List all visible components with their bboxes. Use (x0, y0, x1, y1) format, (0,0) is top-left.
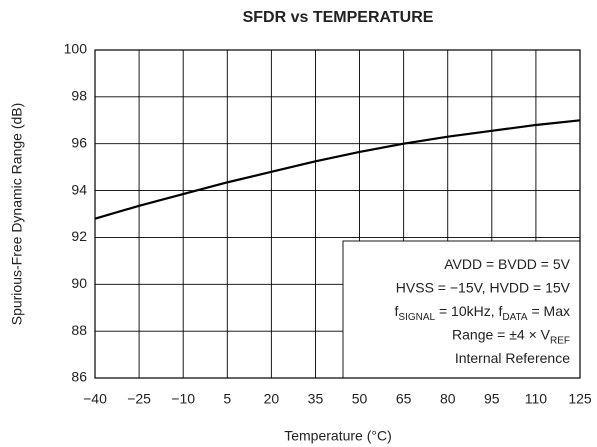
x-tick-label: 5 (223, 391, 231, 407)
y-tick-label: 100 (64, 41, 88, 57)
x-tick-label: 80 (440, 391, 456, 407)
x-tick-label: 20 (264, 391, 280, 407)
y-tick-label: 90 (71, 275, 87, 291)
annotation: Range = ±4 × VREF (452, 326, 570, 346)
annotation-text: Internal Reference (455, 350, 570, 366)
x-tick-label: −10 (171, 391, 195, 407)
annotation-text: HVSS = −15V, HVDD = 15V (396, 279, 571, 295)
x-tick-label: 65 (396, 391, 412, 407)
x-tick-label: −25 (127, 391, 151, 407)
line-series (94, 119, 581, 220)
annotation-text: f (395, 303, 399, 319)
x-axis-label: Temperature (°C) (284, 428, 392, 444)
annotation-subscript: SIGNAL (398, 312, 435, 323)
annotation-text: = Max (528, 303, 570, 319)
annotation: HVSS = −15V, HVDD = 15V (396, 279, 571, 295)
x-tick-label: 35 (308, 391, 324, 407)
y-tick-label: 88 (71, 322, 87, 338)
annotation-text: = 10kHz, f (435, 303, 502, 319)
y-tick-label: 86 (71, 369, 87, 385)
annotation: Internal Reference (455, 350, 570, 366)
x-tick-label: 50 (352, 391, 368, 407)
x-tick-label: 125 (568, 391, 592, 407)
annotation-subscript: DATA (502, 312, 528, 323)
x-tick-label: 95 (484, 391, 500, 407)
y-tick-label: 96 (71, 134, 87, 150)
y-tick-label: 94 (71, 181, 87, 197)
y-axis-label: Spurious-Free Dynamic Range (dB) (9, 103, 25, 326)
annotation-box (342, 240, 581, 379)
plot-frame (94, 49, 581, 379)
chart-title: SFDR vs TEMPERATURE (243, 9, 434, 26)
annotation: fSIGNAL = 10kHz, fDATA = Max (395, 303, 570, 323)
x-tick-label: 110 (525, 391, 548, 407)
y-tick-label: 98 (71, 88, 87, 104)
y-tick-label: 92 (71, 228, 87, 244)
annotation-text: Range = ±4 × V (452, 326, 551, 342)
x-tick-label: −40 (83, 391, 107, 407)
annotation-text: AVDD = BVDD = 5V (444, 256, 570, 272)
annotation: AVDD = BVDD = 5V (444, 256, 570, 272)
annotation-subscript: REF (550, 336, 570, 347)
